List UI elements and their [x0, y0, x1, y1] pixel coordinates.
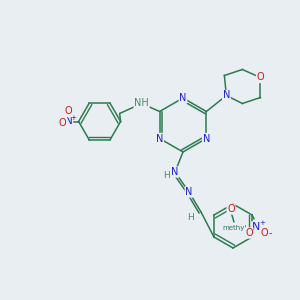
Text: +: + — [71, 115, 76, 121]
Text: H: H — [188, 214, 194, 223]
Text: +: + — [259, 220, 265, 226]
Text: O: O — [65, 106, 72, 116]
Text: N: N — [223, 91, 230, 100]
Text: N: N — [171, 167, 179, 177]
Text: N: N — [203, 134, 210, 143]
Text: O: O — [260, 228, 268, 238]
Text: O: O — [245, 228, 253, 238]
Text: O: O — [227, 204, 235, 214]
Text: NH: NH — [134, 98, 149, 109]
Text: -: - — [268, 228, 272, 238]
Text: methyl: methyl — [223, 225, 247, 231]
Text: N: N — [179, 93, 187, 103]
Text: N: N — [185, 187, 193, 197]
Text: H: H — [163, 172, 170, 181]
Text: O: O — [256, 73, 264, 82]
Text: N: N — [156, 134, 163, 143]
Text: N: N — [252, 222, 260, 232]
Text: O: O — [59, 118, 66, 128]
Text: N: N — [65, 116, 73, 127]
Text: -: - — [58, 118, 61, 128]
